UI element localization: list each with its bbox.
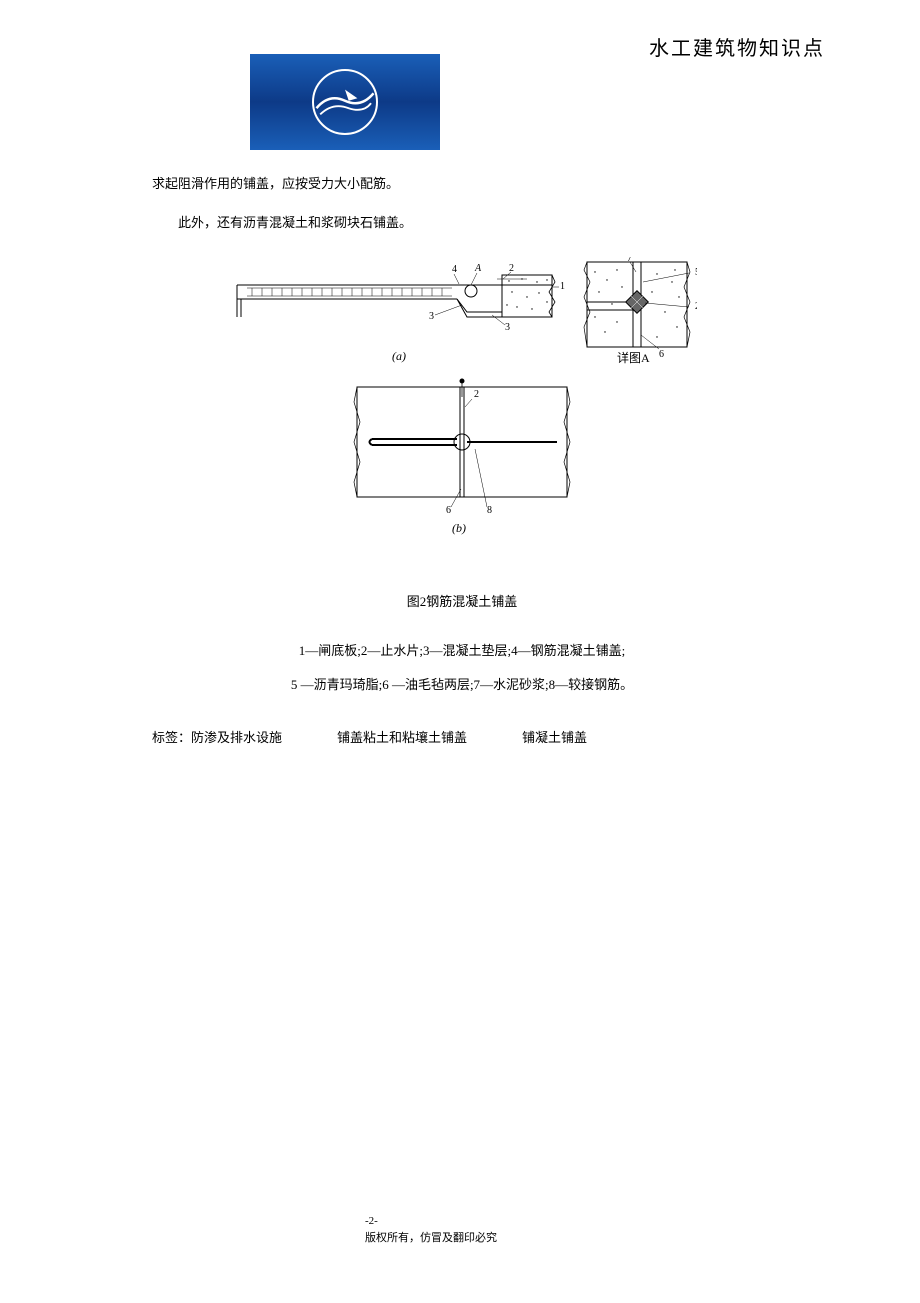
page-header-title: 水工建筑物知识点 [649,32,825,61]
figure-legend: 1—闸底板;2—止水片;3—混凝土垫层;4—钢筋混凝土铺盖; 5 —沥青玛琦脂;… [152,634,772,702]
diagram-label-2b: 2 [695,301,697,312]
content-block: 求起阻滑作用的铺盖，应按受力大小配筋。 此外，还有沥青混凝土和浆砌块石铺盖。 [152,170,772,753]
diagram-label-3b: 3 [505,322,510,333]
technical-diagram: 4 A 2 1 3 3 (a) [227,257,697,547]
diagram-label-3a: 3 [429,311,434,322]
diagram-detail-label: 详图A [617,350,650,365]
tag-1: 防渗及排水设施 [191,724,282,753]
diagram-label-5: 5 [695,267,697,278]
page-number: -2- [365,1213,497,1231]
legend-line-2: 5 —沥青玛琦脂;6 —油毛毡两层;7—水泥砂浆;8—较接钢筋。 [152,668,772,702]
diagram-label-7: 7 [627,257,632,264]
paragraph-1: 求起阻滑作用的铺盖，应按受力大小配筋。 [152,170,772,199]
diagram-label-A: A [474,263,482,274]
diagram-label-4: 4 [452,264,457,275]
tag-2: 铺盖粘土和粘壤土铺盖 [337,724,467,753]
logo-circle [312,69,378,135]
tag-3: 铺凝土铺盖 [522,724,587,753]
figure-caption: 图2钢筋混凝土铺盖 [152,588,772,617]
logo-wave-icon [314,71,376,133]
diagram-label-6b: 6 [446,505,451,516]
diagram-label-2a: 2 [509,263,514,274]
tags-row: 标签：防渗及排水设施 铺盖粘土和粘壤土铺盖 铺凝土铺盖 [152,724,772,753]
diagram-container: 4 A 2 1 3 3 (a) [152,257,772,558]
page-footer: -2- 版权所有，仿冒及翻印必究 [365,1213,497,1248]
diagram-label-6a: 6 [659,349,664,360]
legend-line-1: 1—闸底板;2—止水片;3—混凝土垫层;4—钢筋混凝土铺盖; [152,634,772,668]
diagram-sublabel-a: (a) [392,349,406,363]
logo-banner [250,54,440,150]
tags-prefix: 标签： [152,724,191,753]
diagram-label-8: 8 [487,505,492,516]
diagram-label-2c: 2 [474,389,479,400]
diagram-sublabel-b: (b) [452,521,466,535]
paragraph-2: 此外，还有沥青混凝土和浆砌块石铺盖。 [152,209,772,238]
diagram-label-1: 1 [560,281,565,292]
copyright-text: 版权所有，仿冒及翻印必究 [365,1230,497,1248]
